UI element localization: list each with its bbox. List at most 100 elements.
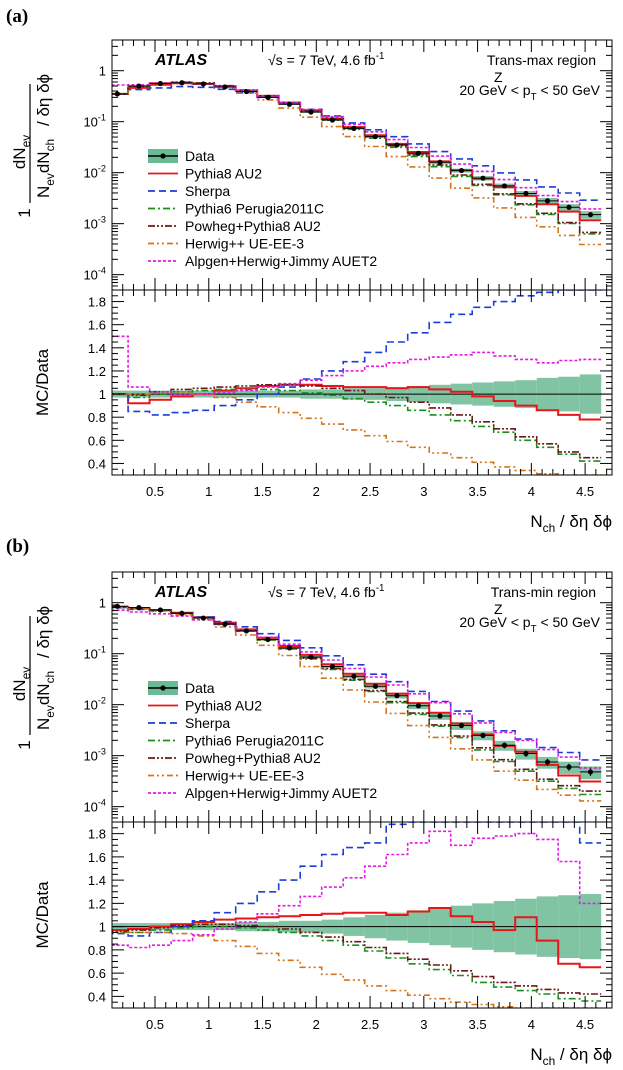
series-line-sherpa [112, 606, 602, 761]
y-label-denominator: NevdNch [34, 671, 57, 730]
series-line-alpgen-herwig-jimmy-auet2 [112, 82, 602, 210]
y-tick-label: 1 [99, 64, 106, 79]
data-point [351, 673, 357, 679]
ratio-line-pythia8-au2 [112, 383, 602, 421]
data-point [222, 84, 228, 90]
legend-entry: Powheg+Pythia8 AU2 [185, 750, 321, 766]
legend-entry: Pythia6 Perugia2011C [185, 201, 324, 217]
ratio-y-axis-label: MC/Data [33, 881, 52, 949]
pt-range-sup: Z [494, 601, 503, 617]
y-label-denominator-part: dN [34, 151, 53, 173]
data-point [243, 628, 250, 634]
y-tick-label-part: -1 [98, 645, 106, 655]
y-tick-label-part: 10 [83, 115, 97, 130]
x-axis-label: Nch / δη δϕ [530, 512, 612, 535]
x-axis-label-part: / δη δϕ [555, 1045, 612, 1064]
ratio-y-tick-label: 1 [99, 387, 106, 402]
pt-range-label-part: T [531, 624, 537, 635]
series-line-sherpa [112, 85, 602, 201]
data-point [458, 167, 465, 174]
y-tick-label: 10-2 [83, 164, 106, 181]
y-tick-label-part: -4 [98, 266, 106, 276]
ratio-y-tick-label: 1.8 [88, 295, 106, 310]
ratio-y-tick-label: 1.4 [88, 873, 106, 888]
legend-swatch-point [160, 153, 166, 159]
pt-range-label: 20 GeV < pT < 50 GeV [459, 82, 600, 103]
y-label-numerator-part: ev [19, 135, 33, 148]
y-tick-label-part: 10 [83, 647, 97, 662]
series-line-powheg-pythia8-au2 [112, 606, 602, 792]
x-axis-label-part: / δη δϕ [555, 512, 612, 531]
ratio-y-label: MC/Data [33, 881, 52, 949]
ratio-y-tick-label: 0.4 [88, 456, 106, 471]
x-tick-label: 4.5 [576, 484, 594, 499]
data-point [437, 713, 443, 719]
ratio-plot-area [112, 290, 612, 475]
data-point [501, 183, 508, 189]
y-tick-label-part: 10 [83, 749, 97, 764]
x-tick-label: 3 [420, 484, 427, 499]
x-tick-label: 0.5 [146, 484, 164, 499]
ratio-line-sherpa [112, 290, 602, 416]
ratio-y-tick-label: 0.6 [88, 433, 106, 448]
y-label-one: 1 [15, 740, 34, 749]
pt-range-label-part: < 50 GeV [537, 614, 601, 630]
pt-range-label-part: T [531, 92, 537, 103]
legend-swatch-point [160, 685, 166, 691]
series-line-alpgen-herwig-jimmy-auet2 [112, 609, 602, 769]
y-tick-label: 1 [99, 596, 106, 611]
data-point [544, 198, 551, 204]
data-point [222, 621, 228, 627]
y-tick-label: 10-3 [83, 215, 106, 232]
legend-entry: Pythia8 AU2 [185, 166, 262, 182]
pt-range-label: 20 GeV < pT < 50 GeV [459, 614, 600, 635]
x-tick-label: 1.5 [253, 1017, 271, 1032]
data-point [136, 83, 142, 89]
x-axis-label: Nch / δη δϕ [530, 1045, 612, 1068]
x-tick-label: 4 [528, 484, 535, 499]
legend-entry: Alpgen+Herwig+Jimmy AUET2 [185, 785, 377, 801]
series-line-pythia8-au2 [112, 82, 602, 222]
legend-entry: Herwig++ UE-EE-3 [185, 236, 304, 252]
y-tick-label-part: 10 [83, 166, 97, 181]
y-tick-label: 10-2 [83, 696, 106, 713]
data-point [372, 133, 379, 140]
series-line-pythia6-perugia2011c [112, 81, 602, 235]
x-tick-label: 2 [313, 484, 320, 499]
data-point [566, 204, 572, 210]
y-tick-label-part: 10 [83, 800, 97, 815]
x-tick-label: 4 [528, 1017, 535, 1032]
region-label: Trans-min region [491, 584, 596, 600]
data-point [136, 605, 142, 611]
ratio-line-herwig-ue-ee-3 [112, 931, 602, 1008]
energy-label-part: √s = 7 TeV, 4.6 fb [268, 52, 376, 68]
legend-entry: Sherpa [185, 183, 230, 199]
legend-entry: Data [185, 148, 215, 164]
y-tick-label-part: 1 [99, 64, 106, 79]
main-plot-area [112, 603, 602, 802]
pt-range-label-part: 20 GeV < p [459, 82, 530, 98]
legend-entry: Sherpa [185, 715, 230, 731]
ratio-y-tick-label: 0.8 [88, 410, 106, 425]
y-label-denominator-part: ch [43, 671, 57, 684]
experiment-label: ATLAS [154, 52, 207, 69]
y-label-denominator-tail: / δη δϕ [34, 74, 53, 126]
x-tick-label: 4.5 [576, 1017, 594, 1032]
experiment-label: ATLAS [154, 584, 207, 601]
data-point [351, 125, 357, 131]
legend-entry: Herwig++ UE-EE-3 [185, 768, 304, 784]
energy-label: √s = 7 TeV, 4.6 fb-1 [268, 583, 384, 600]
data-point [308, 109, 314, 115]
data-point [523, 190, 529, 197]
x-axis-label-part: ch [543, 521, 556, 535]
series-line-powheg-pythia8-au2 [112, 81, 602, 234]
ratio-line-powheg-pythia8-au2 [112, 923, 602, 995]
energy-label: √s = 7 TeV, 4.6 fb-1 [268, 51, 384, 68]
x-axis-label-part: N [530, 1045, 542, 1064]
x-tick-label: 2.5 [361, 1017, 379, 1032]
ratio-line-sherpa [112, 822, 602, 937]
